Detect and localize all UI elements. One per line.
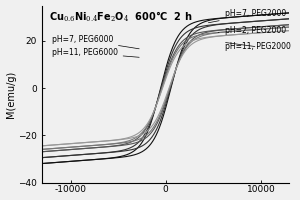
- Text: pH=2, PEG2000: pH=2, PEG2000: [218, 26, 286, 35]
- Text: pH=7, PEG6000: pH=7, PEG6000: [52, 35, 139, 49]
- Y-axis label: M(emu/g): M(emu/g): [6, 70, 16, 118]
- Text: pH=11, PEG6000: pH=11, PEG6000: [52, 48, 139, 57]
- Text: pH=7, PEG2000: pH=7, PEG2000: [208, 9, 286, 23]
- Text: Cu$_{0.6}$Ni$_{0.4}$Fe$_{2}$O$_{4}$  600°C  2 h: Cu$_{0.6}$Ni$_{0.4}$Fe$_{2}$O$_{4}$ 600°…: [50, 9, 193, 24]
- Text: pH=11, PEG2000: pH=11, PEG2000: [225, 42, 291, 51]
